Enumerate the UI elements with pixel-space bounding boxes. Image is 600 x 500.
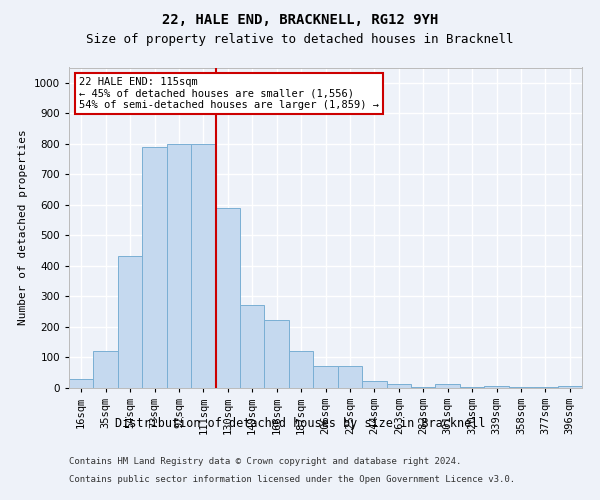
- Bar: [167, 144, 191, 388]
- Bar: [484, 386, 509, 388]
- Bar: [289, 351, 313, 388]
- Bar: [362, 382, 386, 388]
- Text: Size of property relative to detached houses in Bracknell: Size of property relative to detached ho…: [86, 32, 514, 46]
- Text: Distribution of detached houses by size in Bracknell: Distribution of detached houses by size …: [115, 418, 485, 430]
- Text: Contains HM Land Registry data © Crown copyright and database right 2024.: Contains HM Land Registry data © Crown c…: [69, 458, 461, 466]
- Bar: [411, 387, 436, 388]
- Y-axis label: Number of detached properties: Number of detached properties: [18, 130, 28, 326]
- Bar: [265, 320, 289, 388]
- Bar: [240, 305, 265, 388]
- Bar: [557, 386, 582, 388]
- Bar: [436, 384, 460, 388]
- Text: Contains public sector information licensed under the Open Government Licence v3: Contains public sector information licen…: [69, 475, 515, 484]
- Bar: [215, 208, 240, 388]
- Text: 22, HALE END, BRACKNELL, RG12 9YH: 22, HALE END, BRACKNELL, RG12 9YH: [162, 12, 438, 26]
- Bar: [191, 144, 215, 388]
- Bar: [533, 387, 557, 388]
- Bar: [94, 351, 118, 388]
- Bar: [386, 384, 411, 388]
- Bar: [142, 146, 167, 388]
- Bar: [313, 366, 338, 388]
- Bar: [460, 387, 484, 388]
- Bar: [69, 379, 94, 388]
- Bar: [338, 366, 362, 388]
- Bar: [118, 256, 142, 388]
- Bar: [509, 387, 533, 388]
- Text: 22 HALE END: 115sqm
← 45% of detached houses are smaller (1,556)
54% of semi-det: 22 HALE END: 115sqm ← 45% of detached ho…: [79, 77, 379, 110]
